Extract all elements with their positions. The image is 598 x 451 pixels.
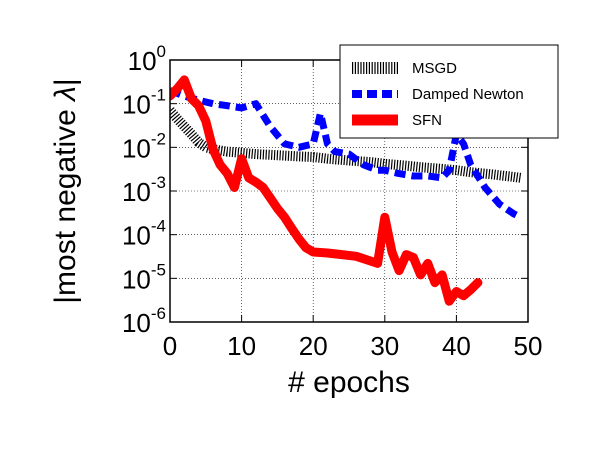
x-tick-label: 50 [514, 331, 543, 361]
x-tick-labels: 0 10 20 30 40 50 [163, 331, 543, 361]
legend-label-msgd: MSGD [412, 60, 457, 77]
x-tick-label: 0 [163, 331, 177, 361]
y-tick-label: 10-5 [122, 260, 166, 294]
series-line-sfn [170, 75, 483, 306]
series-line-msgd [170, 107, 522, 183]
legend: MSGD Damped Newton SFN [339, 44, 559, 139]
legend-swatches [352, 62, 398, 126]
x-tick-label: 20 [299, 331, 328, 361]
legend-label-damped-newton: Damped Newton [412, 86, 524, 103]
x-axis-title: # epochs [288, 366, 410, 399]
y-tick-label: 100 [128, 42, 166, 76]
y-tick-label: 10-2 [122, 129, 166, 163]
x-tick-label: 30 [370, 331, 399, 361]
series-line-damped-newton [170, 87, 523, 221]
y-axis-title-prefix: |most negative [49, 101, 82, 304]
y-axis-title-suffix: | [49, 78, 82, 86]
y-tick-label: 10-4 [122, 217, 166, 251]
y-tick-label: 10-1 [122, 86, 166, 120]
x-tick-label: 40 [442, 331, 471, 361]
x-tick-label: 10 [227, 331, 256, 361]
y-tick-label: 10-6 [122, 304, 166, 338]
y-axis-title: |most negative λ| [49, 78, 82, 303]
y-tick-label: 10-3 [122, 173, 166, 207]
legend-label-sfn: SFN [412, 112, 442, 129]
y-tick-labels: 10-6 10-5 10-4 10-3 10-2 10-1 100 [122, 42, 166, 338]
y-axis-title-symbol: λ [49, 86, 82, 103]
series-group [170, 75, 523, 306]
